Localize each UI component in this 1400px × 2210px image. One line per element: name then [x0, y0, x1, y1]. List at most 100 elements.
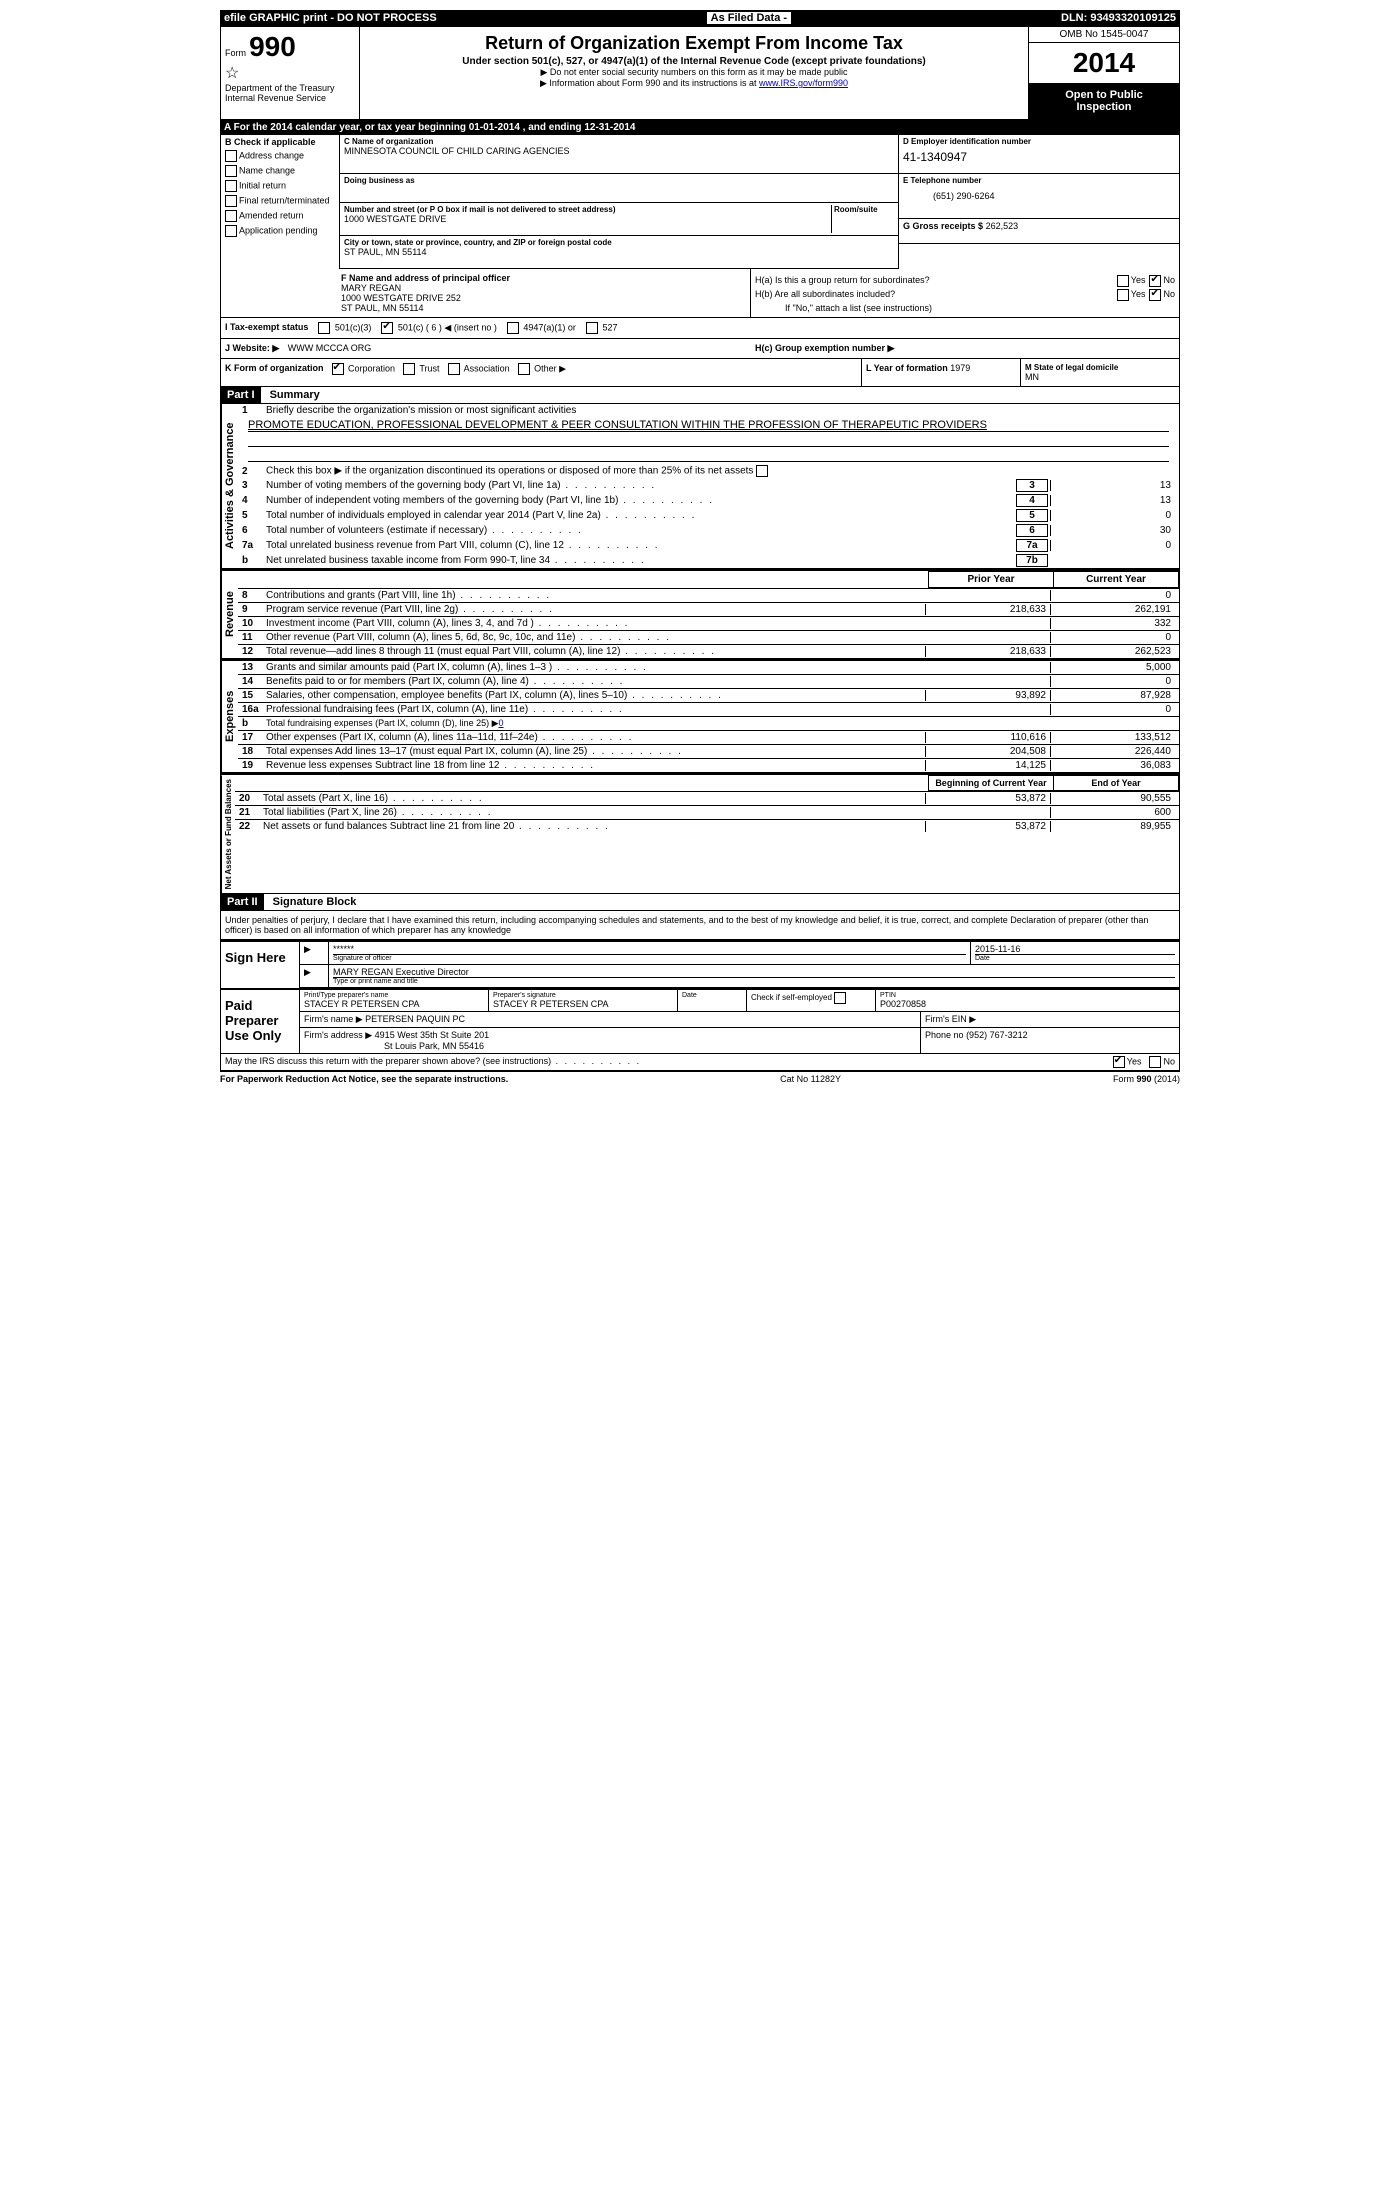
open1: Open to Public	[1031, 89, 1177, 101]
sec-revenue: Revenue Prior Year Current Year 8Contrib…	[220, 569, 1180, 659]
chk-self-employed[interactable]	[834, 992, 846, 1004]
chk-final[interactable]: Final return/terminated	[225, 195, 335, 207]
omb: OMB No 1545-0047	[1029, 27, 1179, 43]
chk-501c3[interactable]	[318, 322, 330, 334]
row-j-hc: J Website: ▶ WWW MCCCA ORG H(c) Group ex…	[220, 339, 1180, 359]
chk-initial[interactable]: Initial return	[225, 180, 335, 192]
section-b-c-d: B Check if applicable Address change Nam…	[220, 135, 1180, 269]
p20: 53,872	[925, 793, 1050, 804]
mission-blank2	[248, 449, 1169, 462]
hb-no[interactable]	[1149, 289, 1161, 301]
org-name: MINNESOTA COUNCIL OF CHILD CARING AGENCI…	[344, 146, 894, 156]
header-right: OMB No 1545-0047 2014 Open to Public Ins…	[1029, 27, 1179, 119]
chk-assoc[interactable]	[448, 363, 460, 375]
d-label: D Employer identification number	[903, 137, 1175, 146]
l18: Total expenses Add lines 13–17 (must equ…	[266, 746, 925, 757]
room-label: Room/suite	[834, 205, 894, 214]
form-990-page: efile GRAPHIC print - DO NOT PROCESS As …	[220, 10, 1180, 1086]
irs-link[interactable]: www.IRS.gov/form990	[759, 78, 848, 88]
line-a: A For the 2014 calendar year, or tax yea…	[220, 120, 1180, 135]
section-c: C Name of organization MINNESOTA COUNCIL…	[340, 135, 898, 269]
officer-addr2: ST PAUL, MN 55114	[341, 303, 746, 313]
paid-preparer-block: Paid Preparer Use Only Print/Type prepar…	[220, 989, 1180, 1054]
chk-trust[interactable]	[403, 363, 415, 375]
chk-501c[interactable]	[381, 322, 393, 334]
sec-activities: Activities & Governance 1Briefly describ…	[220, 404, 1180, 569]
city: ST PAUL, MN 55114	[344, 247, 894, 257]
discuss-yes[interactable]	[1113, 1056, 1125, 1068]
l2: Check this box ▶ if the organization dis…	[266, 465, 1175, 477]
footer-mid: Cat No 11282Y	[780, 1074, 841, 1084]
sig-date-label: Date	[975, 954, 1175, 962]
row-k-l-m: K Form of organization Corporation Trust…	[220, 359, 1180, 387]
chk-address[interactable]: Address change	[225, 150, 335, 162]
p12: 218,633	[925, 646, 1050, 657]
ha-label: H(a) Is this a group return for subordin…	[755, 275, 1117, 287]
note1: ▶ Do not enter social security numbers o…	[364, 67, 1024, 78]
l12: Total revenue—add lines 8 through 11 (mu…	[266, 646, 925, 657]
prep-name-label: Print/Type preparer's name	[304, 992, 484, 999]
c20: 90,555	[1050, 793, 1175, 804]
c-name-label: C Name of organization	[344, 137, 894, 146]
firm-addr2: St Louis Park, MN 55416	[304, 1041, 916, 1051]
c15: 87,928	[1050, 690, 1175, 701]
c-dba-label: Doing business as	[344, 176, 894, 185]
p19: 14,125	[925, 760, 1050, 771]
discuss-no[interactable]	[1149, 1056, 1161, 1068]
c16a: 0	[1050, 704, 1175, 715]
firm-phone: (952) 767-3212	[966, 1030, 1028, 1040]
current-hdr: Current Year	[1054, 571, 1179, 588]
l16b-val[interactable]: 0	[499, 718, 504, 728]
c13: 5,000	[1050, 662, 1175, 673]
chk-4947[interactable]	[507, 322, 519, 334]
prior-hdr: Prior Year	[928, 571, 1054, 588]
header-mid: Return of Organization Exempt From Incom…	[360, 27, 1029, 119]
officer-name: MARY REGAN	[341, 283, 746, 293]
website: WWW MCCCA ORG	[288, 343, 372, 353]
sign-here-block: Sign Here ▶ ****** Signature of officer …	[220, 940, 1180, 989]
sec-expenses: Expenses 13Grants and similar amounts pa…	[220, 659, 1180, 773]
prep-name: STACEY R PETERSEN CPA	[304, 999, 484, 1009]
discuss-text: May the IRS discuss this return with the…	[225, 1056, 1113, 1068]
state: MN	[1025, 372, 1175, 382]
chk-527[interactable]	[586, 322, 598, 334]
gross-receipts: 262,523	[986, 221, 1019, 231]
officer-addr1: 1000 WESTGATE DRIVE 252	[341, 293, 746, 303]
ptin: P00270858	[880, 999, 1175, 1009]
ptin-label: PTIN	[880, 992, 1175, 999]
chk-l2[interactable]	[756, 465, 768, 477]
ein: 41-1340947	[903, 146, 1175, 168]
officer-printed-label: Type or print name and title	[333, 977, 1175, 985]
hb-label: H(b) Are all subordinates included?	[755, 289, 1117, 301]
year-formed: 1979	[950, 363, 970, 373]
m-label: M State of legal domicile	[1025, 363, 1175, 372]
c12: 262,523	[1050, 646, 1175, 657]
chk-corp[interactable]	[332, 363, 344, 375]
hb-yes[interactable]	[1117, 289, 1129, 301]
note2-pre: ▶ Information about Form 990 and its ins…	[540, 78, 759, 88]
l1-label: Briefly describe the organization's miss…	[266, 405, 1175, 416]
chk-pending[interactable]: Application pending	[225, 225, 335, 237]
v3: 13	[1050, 480, 1175, 491]
right-block: D Employer identification number 41-1340…	[898, 135, 1179, 269]
row-f-h: F Name and address of principal officer …	[220, 269, 1180, 318]
v6: 30	[1050, 525, 1175, 536]
c-addr-label: Number and street (or P O box if mail is…	[344, 205, 831, 214]
l14: Benefits paid to or for members (Part IX…	[266, 676, 925, 687]
c22: 89,955	[1050, 821, 1175, 832]
l9: Program service revenue (Part VIII, line…	[266, 604, 925, 615]
ha-yes[interactable]	[1117, 275, 1129, 287]
ha-no[interactable]	[1149, 275, 1161, 287]
tax-year: 2014	[1029, 43, 1179, 83]
p9: 218,633	[925, 604, 1050, 615]
section-h: H(a) Is this a group return for subordin…	[751, 269, 1179, 317]
chk-other[interactable]	[518, 363, 530, 375]
l4: Number of independent voting members of …	[266, 495, 1014, 506]
phone: (651) 290-6264	[903, 185, 1175, 201]
chk-name[interactable]: Name change	[225, 165, 335, 177]
part1-title: Summary	[264, 387, 326, 403]
chk-amended[interactable]: Amended return	[225, 210, 335, 222]
c18: 226,440	[1050, 746, 1175, 757]
vlabel-revenue: Revenue	[221, 571, 238, 658]
part2-hdr: Part II	[221, 894, 264, 910]
